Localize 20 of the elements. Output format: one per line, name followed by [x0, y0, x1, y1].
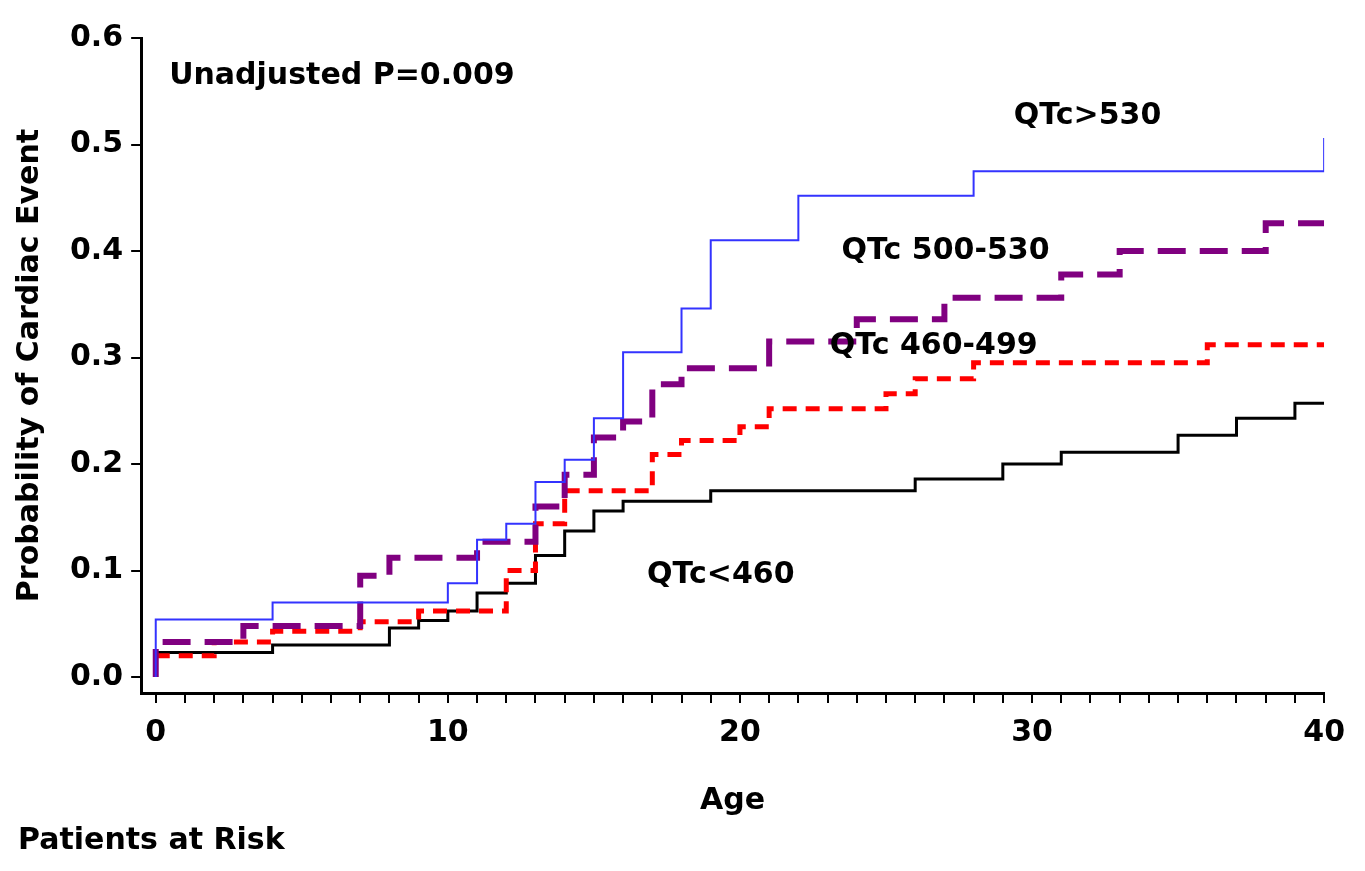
y-tick-label: 0.4	[69, 230, 124, 266]
series-label: QTc 500-530	[841, 230, 1050, 266]
series-label: QTc 460-499	[829, 325, 1038, 361]
series-label: QTc>530	[1013, 96, 1162, 132]
y-tick-label: 0.5	[69, 124, 124, 160]
y-tick-label: 0.2	[69, 443, 124, 479]
x-tick-label: 10	[426, 712, 469, 748]
y-tick-label: 0.1	[69, 550, 124, 586]
series-label: QTc<460	[647, 554, 795, 590]
y-tick-label: 0.0	[69, 656, 124, 692]
annotation: Unadjusted P=0.009	[169, 55, 515, 91]
y-tick-label: 0.6	[69, 17, 124, 53]
x-tick-label: 30	[1011, 712, 1053, 748]
y-tick-label: 0.3	[69, 337, 124, 373]
x-tick-label: 20	[719, 712, 761, 748]
x-tick-label: 40	[1303, 712, 1345, 748]
x-tick-label: 0	[145, 712, 167, 748]
x-axis-title: Age	[700, 780, 766, 816]
y-axis-title: Probability of Cardiac Event	[9, 128, 45, 603]
text: Patients at Risk	[18, 820, 286, 856]
